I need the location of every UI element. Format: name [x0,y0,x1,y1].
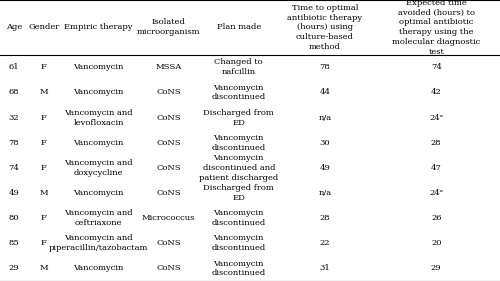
Text: Vancomycin: Vancomycin [74,264,124,273]
Text: 30: 30 [320,139,330,147]
Text: Gender: Gender [28,23,60,31]
Text: n/a: n/a [318,114,332,122]
Text: 78: 78 [8,139,19,147]
Text: Discharged from
ED: Discharged from ED [204,184,274,202]
Text: Vancomycin and
ceftriaxone: Vancomycin and ceftriaxone [64,209,133,227]
Text: CoNS: CoNS [156,239,181,247]
Text: 68: 68 [8,89,19,96]
Text: Vancomycin: Vancomycin [74,63,124,71]
Text: Vancomycin
discontinued and
patient discharged: Vancomycin discontinued and patient disc… [199,154,278,182]
Text: F: F [41,139,46,147]
Text: 31: 31 [320,264,330,273]
Text: 28: 28 [320,214,330,222]
Text: 20: 20 [431,239,442,247]
Text: Vancomycin
discontinued: Vancomycin discontinued [212,134,266,152]
Text: Vancomycin
discontinued: Vancomycin discontinued [212,209,266,227]
Text: M: M [40,189,48,197]
Text: Plan made: Plan made [216,23,261,31]
Text: Micrococcus: Micrococcus [142,214,196,222]
Text: Vancomycin: Vancomycin [74,89,124,96]
Text: 22: 22 [320,239,330,247]
Text: n/a: n/a [318,189,332,197]
Text: 26: 26 [431,214,442,222]
Text: 85: 85 [8,239,19,247]
Text: CoNS: CoNS [156,164,181,172]
Text: CoNS: CoNS [156,89,181,96]
Text: CoNS: CoNS [156,139,181,147]
Text: 42: 42 [431,89,442,96]
Text: Time to optimal
antibiotic therapy
(hours) using
culture-based
method: Time to optimal antibiotic therapy (hour… [288,4,362,51]
Text: CoNS: CoNS [156,114,181,122]
Text: Expected time
avoided (hours) to
optimal antibiotic
therapy using the
molecular : Expected time avoided (hours) to optimal… [392,0,480,56]
Text: Age: Age [6,23,22,31]
Text: M: M [40,264,48,273]
Text: F: F [41,164,46,172]
Text: 32: 32 [8,114,19,122]
Text: 78: 78 [320,63,330,71]
Text: 29: 29 [8,264,19,273]
Text: M: M [40,89,48,96]
Text: 24ᵃ: 24ᵃ [429,189,444,197]
Text: Changed to
nafcillin: Changed to nafcillin [214,58,263,76]
Text: Vancomycin: Vancomycin [74,139,124,147]
Text: 47: 47 [431,164,442,172]
Text: Vancomycin and
doxycycline: Vancomycin and doxycycline [64,159,133,177]
Text: 49: 49 [8,189,19,197]
Text: 28: 28 [431,139,442,147]
Text: Vancomycin
discontinued: Vancomycin discontinued [212,234,266,252]
Text: 61: 61 [8,63,19,71]
Text: MSSA: MSSA [156,63,182,71]
Text: 24ᵃ: 24ᵃ [429,114,444,122]
Text: Isolated
microorganism: Isolated microorganism [137,19,200,36]
Text: 29: 29 [431,264,442,273]
Text: Discharged from
ED: Discharged from ED [204,109,274,126]
Text: 49: 49 [320,164,330,172]
Text: Vancomycin and
piperacillin/tazobactam: Vancomycin and piperacillin/tazobactam [49,234,148,252]
Text: F: F [41,239,46,247]
Text: F: F [41,214,46,222]
Text: Empiric therapy: Empiric therapy [64,23,133,31]
Text: Vancomycin and
levofloxacin: Vancomycin and levofloxacin [64,109,133,126]
Text: F: F [41,63,46,71]
Text: F: F [41,114,46,122]
Text: CoNS: CoNS [156,264,181,273]
Text: Vancomycin: Vancomycin [74,189,124,197]
Text: 74: 74 [431,63,442,71]
Text: 80: 80 [8,214,19,222]
Text: 44: 44 [320,89,330,96]
Text: CoNS: CoNS [156,189,181,197]
Text: Vancomycin
discontinued: Vancomycin discontinued [212,260,266,277]
Text: Vancomycin
discontinued: Vancomycin discontinued [212,83,266,101]
Text: 74: 74 [8,164,19,172]
